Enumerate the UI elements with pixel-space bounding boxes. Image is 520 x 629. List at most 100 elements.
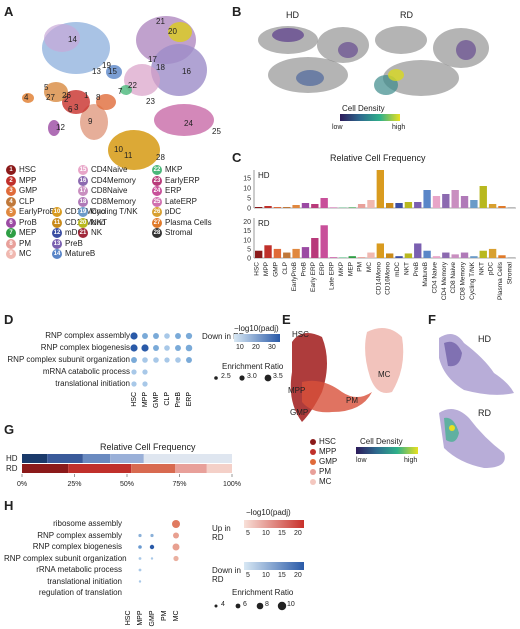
- dotplot-h-dot: [138, 545, 142, 549]
- legend-e-label: GMP: [319, 457, 338, 466]
- legend-a-number: 23: [152, 175, 162, 186]
- chart-c-ytick: 0: [247, 256, 251, 263]
- legend-a-item: 28 Stromal: [152, 228, 193, 238]
- panel-label-e: E: [282, 312, 291, 327]
- legend-a-label: NK: [91, 228, 103, 237]
- umap-a-label-18: 18: [156, 63, 165, 72]
- dotplot-h-down-tick: 15: [278, 572, 286, 579]
- chart-c-bar: [432, 256, 441, 258]
- dotplot-h-dot: [138, 533, 142, 538]
- chart-c-xtick: HSC: [254, 262, 261, 276]
- dotplot-h: HSC MPP GMP PM MC: [125, 520, 287, 626]
- legend-a-item: 18 CD8Memory: [78, 196, 136, 207]
- chart-c-bar: [423, 190, 431, 208]
- legend-e-label: PM: [319, 467, 331, 476]
- dotplot-d-dot: [186, 357, 192, 363]
- legend-a-number: 12: [52, 228, 62, 238]
- umap-clusters: [22, 16, 214, 170]
- dotplot-h-down-tick: 20: [294, 572, 302, 579]
- dotplot-h-col: GMP: [149, 610, 156, 626]
- chart-g-row-label: HD: [6, 454, 18, 463]
- legend-a-number: 27: [152, 217, 162, 228]
- legend-a-number: 9: [6, 249, 16, 259]
- dotplot-h-down-colorbar: [244, 562, 304, 570]
- legend-e-item: GMP: [310, 457, 337, 467]
- legend-a-item: 9 MC: [6, 249, 31, 259]
- legend-a-label: HSC: [19, 165, 36, 174]
- dotplot-d-dot: [153, 345, 159, 351]
- chart-c-xtick: Stromal: [506, 261, 513, 284]
- umap-e-hsc: HSC: [292, 330, 309, 339]
- dotplot-d-dot: [142, 333, 148, 339]
- chart-c-bar: [451, 190, 459, 208]
- panel-label-d: D: [4, 312, 14, 327]
- chart-c-bar: [460, 196, 469, 208]
- chart-c-xtick: ERP: [319, 262, 326, 275]
- dotplot-d-dot: [130, 332, 138, 340]
- umap-a-label-23: 23: [146, 97, 155, 106]
- dotplot-d-dot: [142, 357, 148, 363]
- umap-a-label-3: 3: [74, 103, 79, 112]
- umap-a-label-17: 17: [148, 55, 157, 64]
- dotplot-h-dot: [138, 568, 142, 572]
- chart-c-xtick: Late ERP: [329, 262, 336, 290]
- chart-c-ytick: 10: [243, 237, 251, 244]
- dotplot-d-color-tick: 30: [268, 344, 276, 351]
- legend-a-item: 24 ERP: [152, 186, 181, 196]
- legend-a-label: MC: [19, 249, 32, 258]
- dotplot-d-dot: [175, 357, 181, 363]
- legend-a-item: 21 NK: [78, 228, 102, 238]
- umap-e-pm: PM: [346, 396, 358, 405]
- chart-c-ytick: 10: [243, 186, 251, 193]
- panel-label-c: C: [232, 150, 242, 165]
- chart-c-bar: [273, 248, 282, 258]
- chart-c-bar: [432, 196, 441, 208]
- legend-a-item: 26 pDC: [152, 207, 181, 217]
- dotplot-d-dot: [153, 333, 159, 339]
- legend-a-item: 6 ProB: [6, 217, 37, 228]
- dotplot-d-dot: [175, 333, 181, 339]
- dotplot-h-dot: [173, 555, 179, 562]
- chart-c-bar: [395, 256, 403, 258]
- legend-a-item: 25 LateERP: [152, 196, 198, 207]
- chart-c-xtick: CD4 Naive: [431, 262, 438, 294]
- dotplot-d-dot: [185, 332, 193, 340]
- density-low-b: low: [332, 124, 343, 131]
- legend-a-number: 11: [52, 217, 62, 228]
- chart-c-ytick: 5: [247, 246, 251, 253]
- legend-a-number: 15: [78, 165, 88, 175]
- legend-a-number: 6: [6, 217, 16, 228]
- legend-a-item: 3 GMP: [6, 186, 37, 196]
- dotplot-h-down-label: Down in RD: [212, 566, 241, 584]
- legend-a-item: 14 MatureB: [52, 249, 95, 259]
- legend-a-item: 23 EarlyERP: [152, 175, 200, 186]
- dotplot-h-up-colorbar: [244, 520, 304, 528]
- panel-label-a: A: [4, 4, 14, 19]
- umap-a-label-24: 24: [184, 119, 193, 128]
- dotplot-h-size-dot: [214, 604, 218, 608]
- chart-c-xtick: NKT: [403, 262, 410, 275]
- chart-c-ytick: 15: [243, 176, 251, 183]
- dotplot-h-dot: [172, 543, 180, 551]
- panel-label-b: B: [232, 4, 242, 19]
- dotplot-d-dot: [142, 381, 148, 387]
- legend-a-label: LateERP: [165, 196, 198, 206]
- umap-e-mpp: MPP: [288, 386, 306, 395]
- chart-c-bar: [320, 198, 328, 208]
- dotplot-h-down-tick: 5: [246, 572, 250, 579]
- density-low-e: low: [356, 457, 367, 464]
- chart-c-bar: [470, 256, 478, 258]
- dotplot-d-colorbar: [234, 334, 280, 342]
- chart-c-bar: [255, 250, 263, 258]
- chart-c-bar: [442, 252, 450, 258]
- chart-g-segment: [22, 454, 48, 463]
- legend-a-label: MKP: [165, 165, 183, 174]
- chart-c-ytick: 20: [243, 219, 251, 226]
- umap-a-label-8: 8: [96, 93, 101, 102]
- legend-a-label: ProB: [19, 217, 37, 227]
- chart-c-bar: [255, 207, 263, 208]
- chart-c-bar: [283, 207, 291, 208]
- chart-c-xtick: CD14Mono: [375, 262, 382, 295]
- legend-a-label: GMP: [19, 186, 38, 195]
